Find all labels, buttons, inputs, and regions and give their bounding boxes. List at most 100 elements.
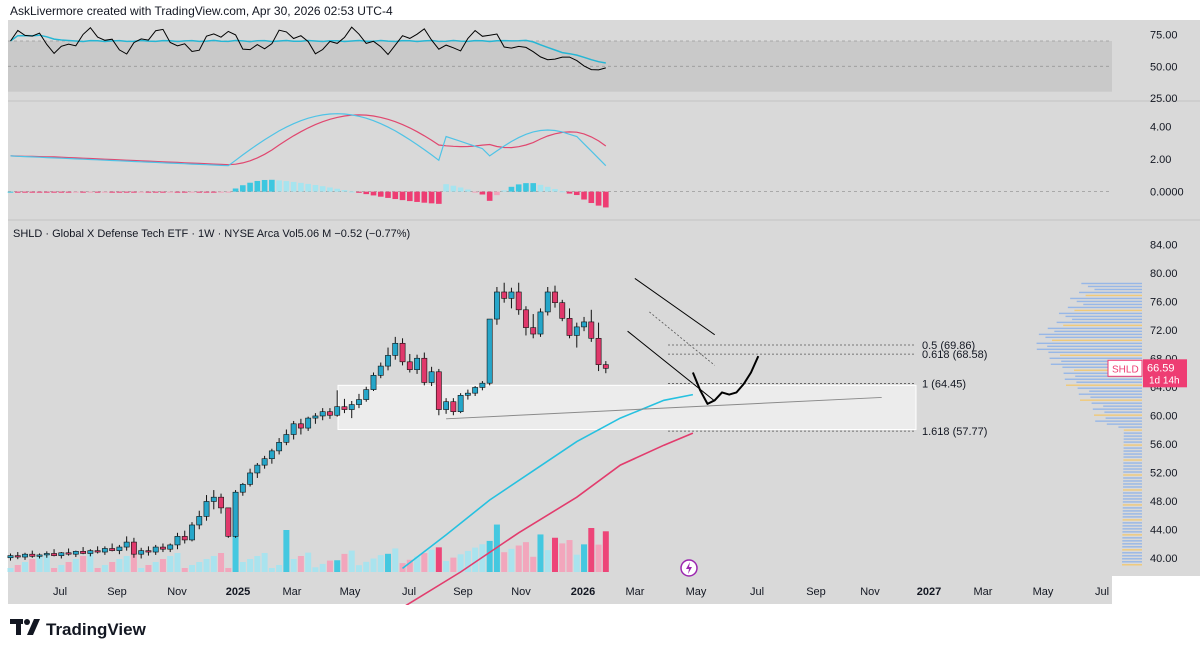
candle-body — [544, 291, 551, 313]
candle-body — [406, 361, 413, 370]
macd-histogram-bar — [559, 191, 566, 193]
macd-histogram-bar — [377, 191, 384, 197]
candle-body — [348, 404, 355, 410]
price-tick-label: 56.00 — [1150, 439, 1178, 451]
time-axis-label: 2027 — [917, 586, 941, 598]
macd-histogram-bar — [501, 190, 507, 192]
candle-body — [435, 371, 442, 410]
volume-profile-bar — [1036, 348, 1142, 351]
volume-profile-bar — [1122, 561, 1142, 563]
volume-profile-bar — [1122, 507, 1142, 509]
macd-histogram-bar — [421, 191, 428, 203]
candle-body — [385, 355, 391, 367]
volume-profile-bar — [1045, 336, 1142, 339]
volume-profile-bar — [1094, 414, 1142, 416]
chart-svg[interactable]: 75.00 50.00 25.00 4.00 2.00 0.0000 84.00 80.0… — [0, 20, 1200, 609]
macd-histogram-bar — [530, 183, 537, 192]
candle-body — [370, 375, 377, 390]
candle-body — [508, 291, 515, 299]
volume-profile-bar — [1091, 402, 1142, 404]
volume-bar — [355, 565, 362, 572]
volume-profile-bar — [1123, 435, 1142, 437]
candle-body — [131, 541, 137, 555]
volume-bar — [43, 553, 50, 572]
macd-histogram-bar — [370, 191, 377, 196]
time-axis-label: Jul — [402, 586, 416, 598]
macd-histogram-bar — [116, 191, 123, 193]
volume-profile-bar — [1078, 393, 1142, 395]
volume-profile-bar — [1076, 300, 1142, 303]
volume-profile-bar — [1122, 540, 1142, 542]
volume-bar — [464, 550, 471, 572]
volume-profile-bar — [1123, 438, 1142, 440]
macd-histogram-bar — [450, 185, 457, 192]
volume-profile-bar — [1123, 465, 1142, 467]
macd-histogram-bar — [254, 180, 261, 192]
candle-body — [232, 491, 239, 537]
candle-body — [254, 464, 261, 474]
candle-body — [573, 326, 580, 336]
symbol-badge — [1107, 359, 1143, 377]
macd-histogram-bar — [290, 181, 297, 192]
macd-histogram-bar — [22, 191, 28, 193]
volume-bar — [210, 556, 217, 572]
volume-profile-bar — [1081, 282, 1142, 285]
countdown-text: 1d 14h — [1149, 375, 1180, 386]
time-axis-label: Sep — [107, 586, 127, 598]
volume-bar — [559, 543, 566, 572]
volume-bar — [595, 544, 602, 572]
macd-histogram-bar — [283, 181, 290, 192]
volume-profile-bar — [1066, 384, 1142, 386]
macd-pane: 4.00 2.00 0.0000 — [7, 113, 1184, 208]
candle-body — [363, 389, 370, 400]
price-tick-label: 48.00 — [1150, 496, 1178, 508]
volume-profile-bar — [1123, 450, 1142, 452]
candle-body — [392, 342, 399, 356]
volume-bar — [152, 562, 159, 572]
macd-histogram-bar — [7, 191, 14, 193]
macd-histogram-bar — [36, 191, 43, 193]
candle-body — [327, 411, 333, 416]
candle-body — [581, 321, 587, 328]
volume-bar — [72, 559, 79, 572]
volume-profile-bar — [1089, 390, 1142, 392]
volume-profile-bar — [1123, 483, 1142, 485]
time-axis-label: May — [340, 586, 361, 598]
price-tick-label: 44.00 — [1150, 524, 1178, 536]
macd-histogram-bar — [174, 191, 181, 193]
candle-body — [399, 342, 406, 363]
macd-histogram-bar — [225, 191, 232, 193]
volume-profile-bar — [1123, 444, 1142, 446]
candle-body — [523, 309, 529, 328]
macd-histogram-bar — [494, 191, 500, 196]
candle-body — [530, 327, 537, 335]
volume-bar — [109, 562, 116, 572]
macd-histogram-bar — [348, 191, 355, 193]
tradingview-footer: TradingView — [10, 618, 146, 642]
volume-bar — [297, 556, 304, 572]
rsi-pane: 75.00 50.00 25.00 — [8, 26, 1178, 105]
volume-bar — [537, 534, 544, 572]
candle-body — [87, 550, 94, 554]
candle-body — [7, 555, 14, 559]
volume-bar — [414, 556, 421, 572]
volume-bar — [319, 563, 326, 572]
volume-bar — [174, 553, 181, 572]
price-tick-label: 40.00 — [1150, 553, 1178, 565]
volume-bar — [450, 557, 457, 572]
candle-body — [559, 302, 566, 319]
candle-body — [189, 524, 195, 541]
macd-histogram-bar — [232, 188, 239, 192]
chart-area[interactable]: 75.00 50.00 25.00 4.00 2.00 0.0000 84.00 80.0… — [0, 20, 1200, 609]
candle-body — [501, 291, 508, 299]
candle-body — [464, 392, 471, 396]
candle-body — [145, 550, 152, 553]
macd-histogram-bar — [312, 185, 319, 192]
macd-histogram-bar — [479, 191, 486, 195]
macd-histogram-bar — [305, 183, 311, 192]
support-zone-box — [337, 384, 917, 431]
ma-slow-line — [402, 432, 694, 609]
candle-body — [210, 496, 217, 502]
candle-body — [72, 551, 79, 555]
candle-body — [167, 544, 174, 550]
